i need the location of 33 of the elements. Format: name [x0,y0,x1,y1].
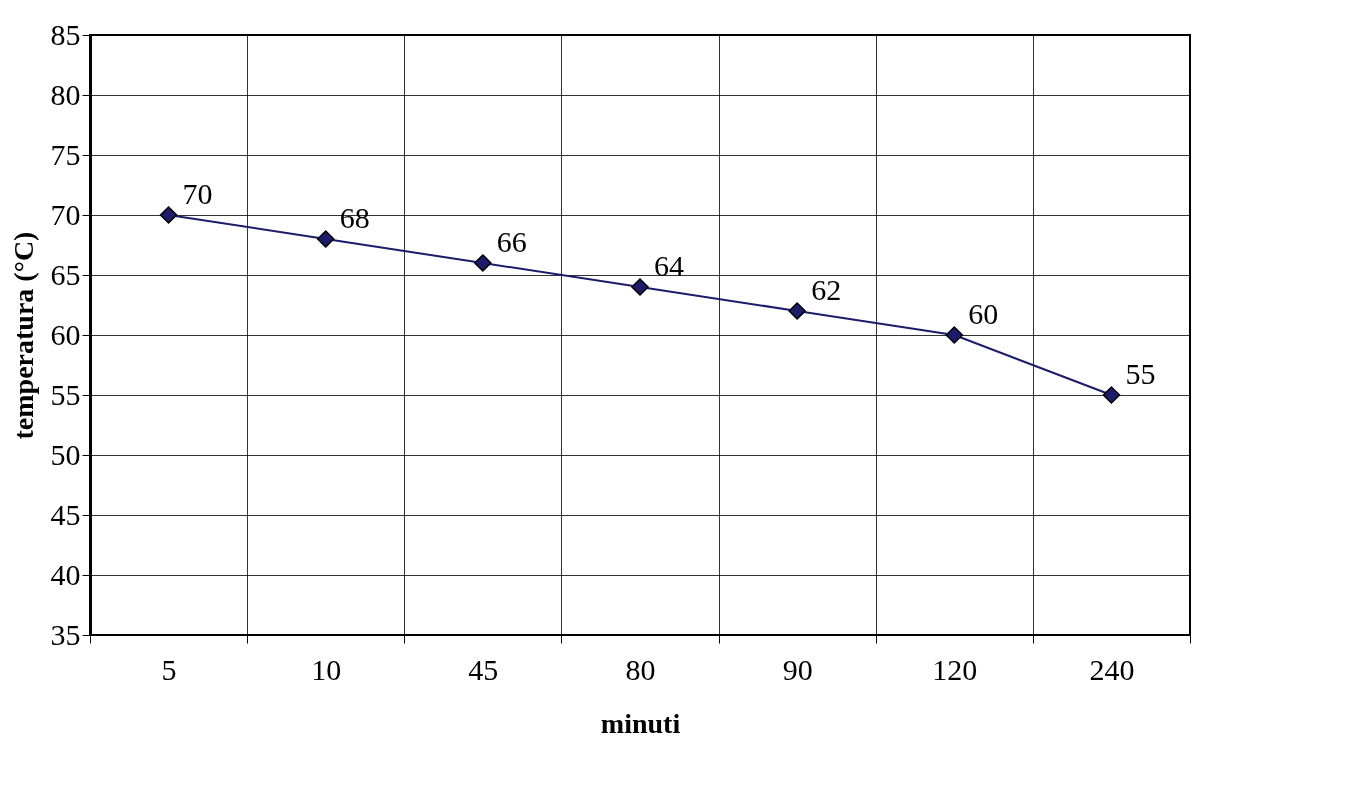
x-tick-label: 120 [932,652,978,686]
point [474,254,492,272]
x-tick-label: 5 [161,652,177,686]
point [159,206,178,224]
y-tick-label: 85 [50,17,81,51]
y-tick-label: 70 [50,197,81,231]
point [1102,386,1121,404]
y-axis-title: temperatura (°C) [7,231,39,440]
y-tick-label: 35 [50,617,81,651]
y-tick-label: 60 [50,317,81,351]
x-tick-label: 10 [311,652,342,686]
y-tick-label: 55 [50,377,81,411]
data-label: 70 [182,177,213,210]
x-axis-title: minuti [600,707,681,739]
y-tick-label: 45 [50,497,81,531]
point [316,230,335,248]
point [945,326,964,344]
y-tick-label: 50 [50,437,81,471]
data-label: 62 [811,273,842,306]
x-tick-label: 240 [1089,652,1135,686]
y-tick-label: 65 [50,257,81,291]
x-tick-label: 45 [468,652,499,686]
data-label: 64 [654,249,684,282]
x-tick-label: 80 [625,652,656,686]
data-label: 66 [496,225,527,258]
point [788,302,806,320]
y-tick-label: 75 [50,137,81,171]
data-label: 60 [968,297,999,330]
y-tick-label: 40 [50,557,81,591]
data-label: 55 [1125,357,1156,390]
x-tick-label: 90 [782,652,813,686]
point [631,278,649,296]
y-tick-label: 80 [50,77,81,111]
